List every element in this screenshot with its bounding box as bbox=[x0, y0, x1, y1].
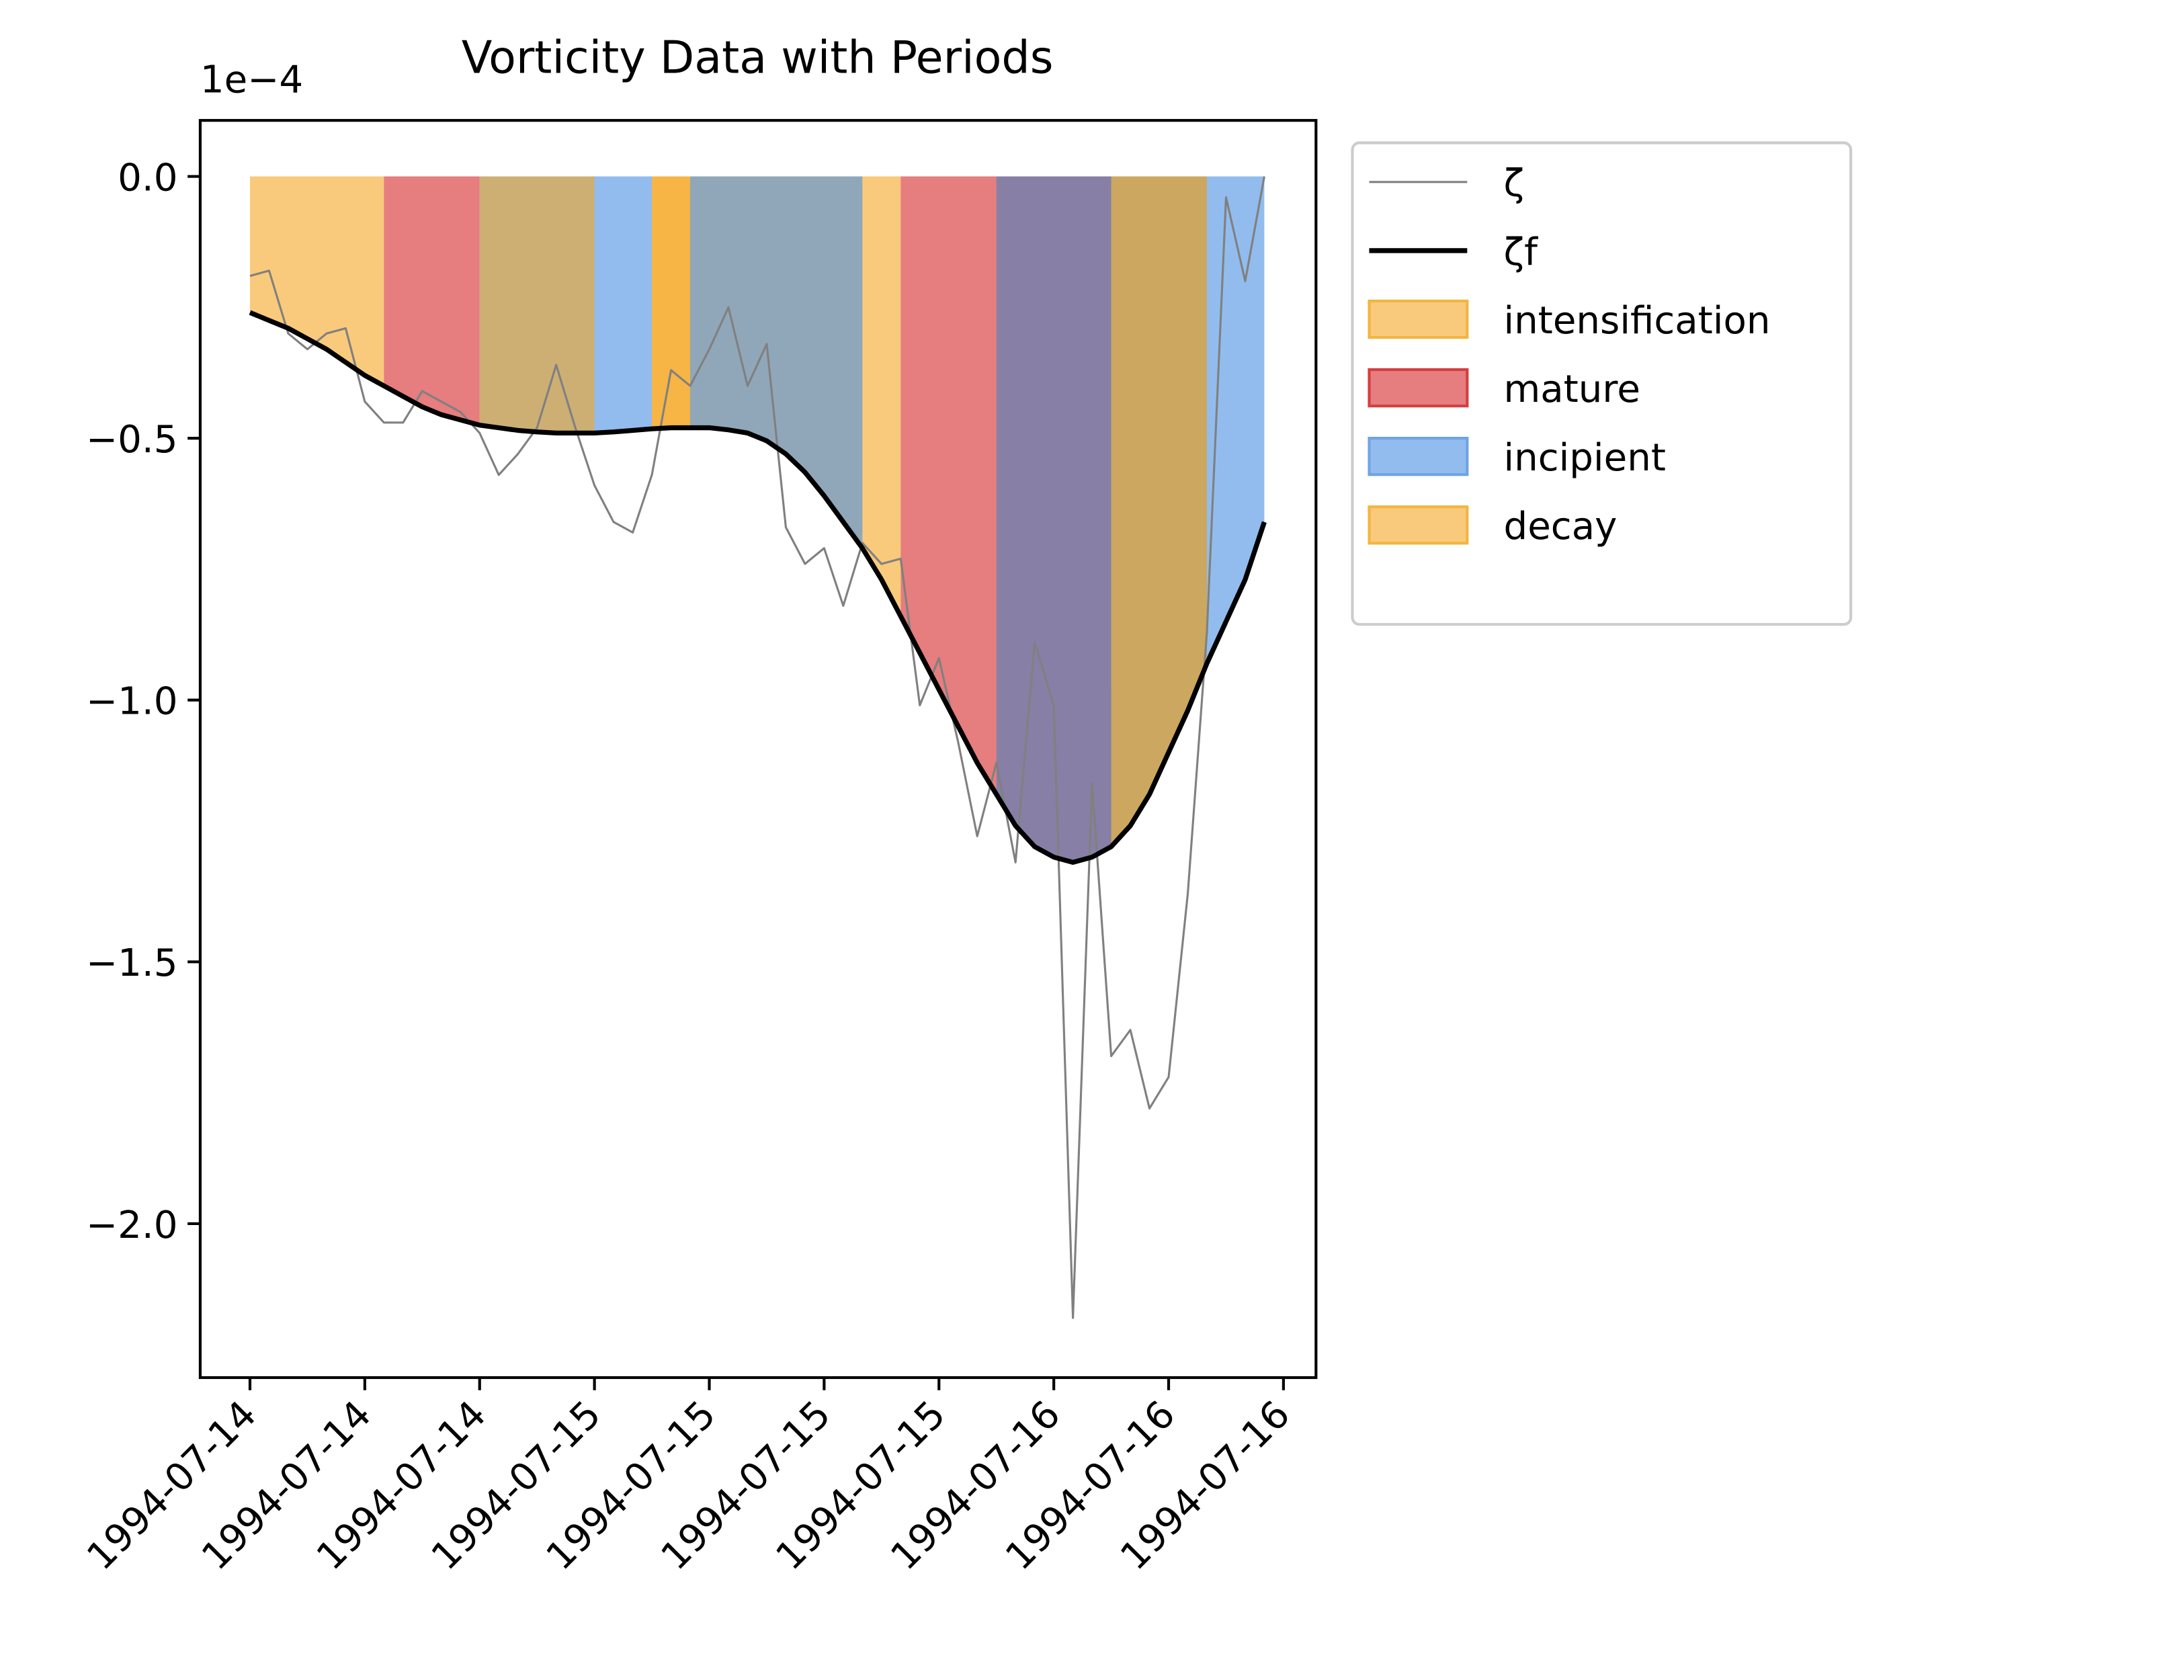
y-tick-label: −1.0 bbox=[86, 680, 178, 724]
series-line bbox=[249, 176, 1265, 1319]
y-tick-label: −0.5 bbox=[86, 418, 178, 462]
legend-frame bbox=[1351, 141, 1853, 626]
legend-swatch bbox=[1368, 368, 1469, 408]
series-line bbox=[249, 310, 1267, 865]
plot-area bbox=[249, 176, 1265, 863]
legend-label: ζf bbox=[1504, 230, 1539, 274]
period-span bbox=[479, 176, 595, 433]
legend-label: ζ bbox=[1504, 162, 1525, 206]
period-span bbox=[384, 176, 480, 425]
y-offset-label: 1e−4 bbox=[200, 58, 303, 102]
axes-frame bbox=[198, 119, 1318, 1380]
legend-swatch bbox=[1368, 299, 1469, 339]
legend-label: incipient bbox=[1504, 436, 1666, 480]
period-span bbox=[652, 176, 691, 429]
legend-swatch bbox=[1368, 437, 1469, 476]
period-span bbox=[900, 176, 997, 794]
legend-label: mature bbox=[1504, 368, 1640, 411]
legend: ζ ζf intensification mature incipient decay bbox=[1351, 141, 1853, 626]
period-span bbox=[690, 176, 863, 548]
y-tick-label: −1.5 bbox=[86, 941, 178, 985]
y-tick-label: −2.0 bbox=[86, 1204, 178, 1247]
period-span bbox=[1111, 176, 1207, 847]
legend-swatch bbox=[1368, 505, 1469, 545]
chart-title: Vorticity Data with Periods bbox=[462, 31, 1054, 83]
y-tick-label: 0.0 bbox=[118, 156, 177, 200]
legend-label: intensification bbox=[1504, 299, 1771, 343]
period-span bbox=[249, 176, 384, 386]
legend-label: decay bbox=[1504, 505, 1618, 548]
